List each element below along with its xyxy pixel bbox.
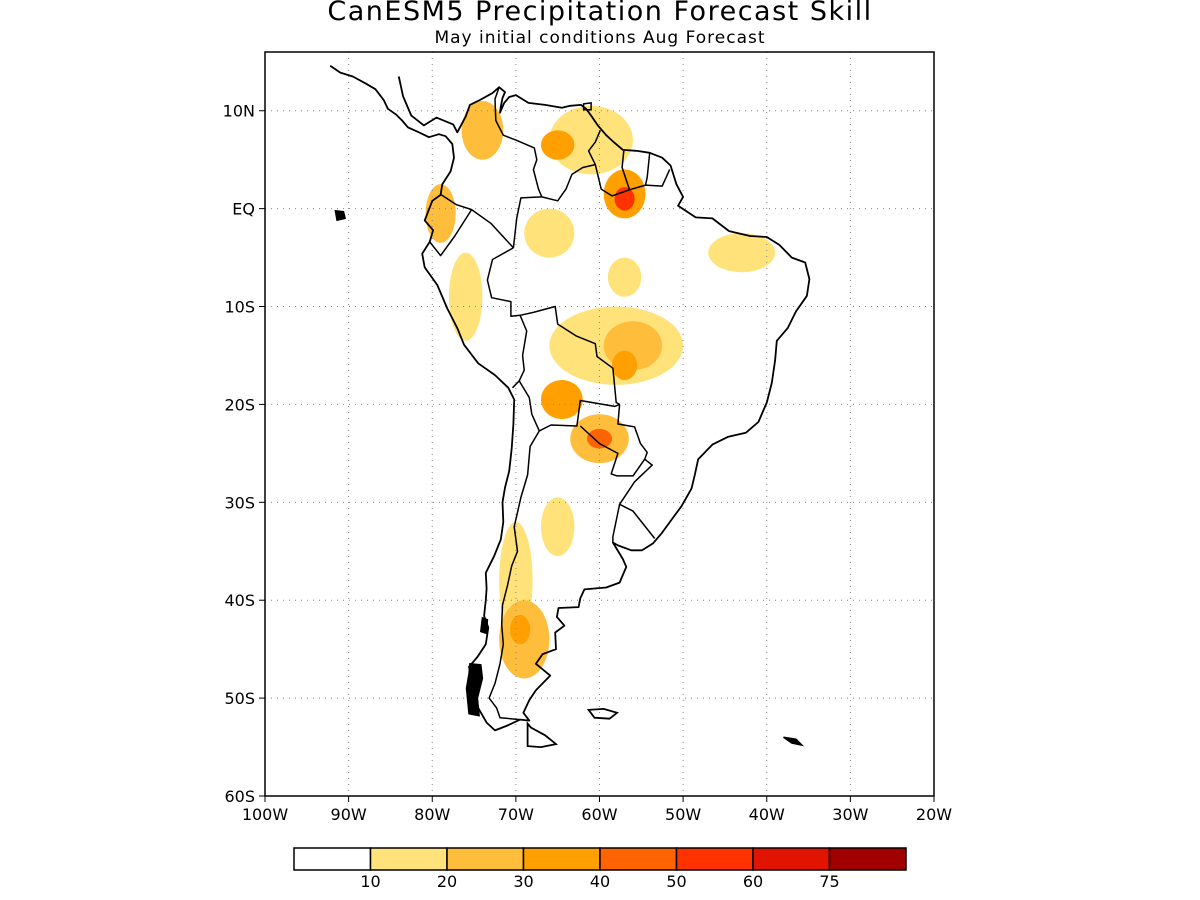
country-border (512, 196, 542, 248)
lat-tick-label: 60S (224, 787, 255, 806)
country-border (612, 504, 621, 543)
lat-tick-label: EQ (232, 200, 255, 219)
colorbar-swatch (599, 847, 678, 871)
colorbar-swatch (522, 847, 601, 871)
coastlines-and-borders (329, 64, 811, 749)
chilean-archipelago (465, 662, 484, 717)
lat-tick-label: 10S (224, 298, 255, 317)
skill-area-patagonia-peak (510, 614, 531, 645)
skill-area-argentina-central (540, 497, 575, 557)
trinidad (582, 102, 592, 111)
lon-tick-label: 70W (498, 805, 534, 824)
lat-tick-label: 50S (224, 689, 255, 708)
country-border (644, 152, 651, 186)
skill-area-amazon-west (524, 208, 575, 258)
chiloe-island (479, 616, 489, 635)
lon-tick-label: 20W (916, 805, 952, 824)
country-border (541, 130, 601, 202)
colorbar-swatch (828, 847, 907, 871)
country-border (511, 315, 528, 389)
gridlines (265, 52, 934, 796)
colorbar-label: 20 (437, 872, 457, 891)
south-georgia (783, 736, 805, 747)
lon-tick-label: 80W (414, 805, 450, 824)
lon-tick-label: 50W (665, 805, 701, 824)
lon-tick-label: 30W (832, 805, 868, 824)
chart-subtitle: May initial conditions Aug Forecast (434, 28, 766, 48)
latitude-tick-labels: 10N EQ 10S 20S 30S 40S 50S 60S (223, 102, 265, 806)
country-border (538, 399, 620, 432)
falkland-islands (586, 707, 620, 720)
colorbar-label: 60 (743, 872, 763, 891)
country-border (594, 164, 671, 197)
skill-area-colombia-north (461, 100, 504, 160)
plot-layer (265, 52, 934, 796)
galapagos-islands (334, 209, 347, 222)
skill-area-amazon-central (607, 257, 642, 297)
country-border (486, 247, 521, 318)
country-border (519, 305, 620, 406)
lon-tick-label: 60W (581, 805, 617, 824)
longitude-tick-labels: 100W 90W 80W 70W 60W 50W 40W 30W 20W (242, 796, 952, 824)
skill-area-brazil-northeast (708, 233, 776, 273)
lon-tick-label: 90W (331, 805, 367, 824)
colorbar-label: 40 (590, 872, 610, 891)
country-border (579, 404, 648, 477)
colorbar-swatch (293, 847, 372, 871)
country-border (621, 150, 631, 191)
country-border (488, 430, 540, 721)
chart-title: CanESM5 Precipitation Forecast Skill (327, 0, 873, 27)
lat-tick-label: 20S (224, 395, 255, 414)
skill-area-guiana-peak (614, 187, 635, 211)
lon-tick-label: 40W (749, 805, 785, 824)
country-border (518, 380, 540, 432)
skill-area-mato-grosso-peak (612, 350, 638, 380)
colorbar-label: 10 (360, 872, 380, 891)
lat-tick-label: 40S (224, 591, 255, 610)
lon-tick-label: 100W (242, 805, 289, 824)
skill-area-bolivia-south (540, 379, 583, 420)
colorbar-swatch (752, 847, 831, 871)
lat-tick-label: 10N (223, 102, 255, 121)
colorbar-label: 30 (513, 872, 533, 891)
colorbar-label: 50 (666, 872, 686, 891)
country-border (618, 458, 656, 539)
colorbar-label: 75 (819, 872, 839, 891)
skill-area-venezuela-guyana (549, 105, 633, 175)
colorbar-swatch (446, 847, 525, 871)
colorbar-swatch (675, 847, 754, 871)
skill-area-paraguay-peak (586, 428, 613, 449)
country-border (494, 86, 543, 198)
lat-tick-label: 30S (224, 493, 255, 512)
colorbar-swatch (369, 847, 448, 871)
skill-area-venezuela-inner (540, 130, 575, 160)
country-border (429, 209, 473, 257)
skill-area-peru-andes (448, 252, 483, 341)
tierra-del-fuego (526, 721, 559, 749)
colorbar: 10 20 30 40 50 60 75 (293, 847, 907, 891)
